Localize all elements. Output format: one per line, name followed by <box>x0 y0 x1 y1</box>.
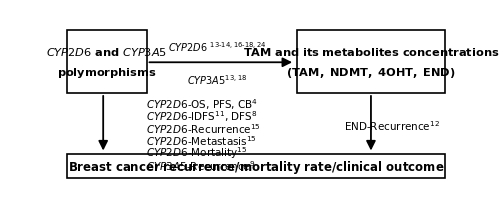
Text: $\mathit{CYP2D6}$-Mortality$^{15}$: $\mathit{CYP2D6}$-Mortality$^{15}$ <box>146 145 247 161</box>
Bar <box>297 31 446 94</box>
Text: $\mathit{CYP2D6}$-IDFS$^{11}$, DFS$^{8}$: $\mathit{CYP2D6}$-IDFS$^{11}$, DFS$^{8}$ <box>146 109 257 123</box>
Text: $\mathbf{\mathit{CYP2D6}}$ $\mathbf{and}$ $\mathbf{\mathit{CYP3A5}}$: $\mathbf{\mathit{CYP2D6}}$ $\mathbf{and}… <box>46 46 168 58</box>
Text: $\mathbf{(TAM,\ NDMT,\ 4OHT,\ END)}$: $\mathbf{(TAM,\ NDMT,\ 4OHT,\ END)}$ <box>286 65 456 79</box>
Bar <box>67 31 146 94</box>
Text: $\mathit{CYP2D6}$-OS, PFS, CB$^{4}$: $\mathit{CYP2D6}$-OS, PFS, CB$^{4}$ <box>146 96 258 111</box>
Text: $\mathbf{TAM\ and\ its\ metabolites\ concentrations}$: $\mathbf{TAM\ and\ its\ metabolites\ con… <box>243 46 500 58</box>
Bar <box>67 154 446 178</box>
Text: END-Recurrence$^{12}$: END-Recurrence$^{12}$ <box>344 119 440 133</box>
Text: $\mathit{CYP3A5}^{13,18}$: $\mathit{CYP3A5}^{13,18}$ <box>187 72 247 86</box>
Text: $\mathit{CYP2D6}$-Recurrence$^{15}$: $\mathit{CYP2D6}$-Recurrence$^{15}$ <box>146 121 260 135</box>
Text: $\mathit{CYP2D6}$ $^{13\text{-}14,16\text{-}18,24}$: $\mathit{CYP2D6}$ $^{13\text{-}14,16\tex… <box>168 40 266 53</box>
Text: $\mathit{CYP2D6}$-Metastasis$^{15}$: $\mathit{CYP2D6}$-Metastasis$^{15}$ <box>146 134 256 147</box>
Text: $\mathbf{polymorphisms}$: $\mathbf{polymorphisms}$ <box>57 65 156 79</box>
Text: $\mathbf{Breast\ cancer\ recurrence/mortality\ rate/clinical\ outcome}$: $\mathbf{Breast\ cancer\ recurrence/mort… <box>68 158 444 175</box>
Text: $\mathit{CYP3A5}$-Recurrence$^{9}$: $\mathit{CYP3A5}$-Recurrence$^{9}$ <box>146 158 256 172</box>
